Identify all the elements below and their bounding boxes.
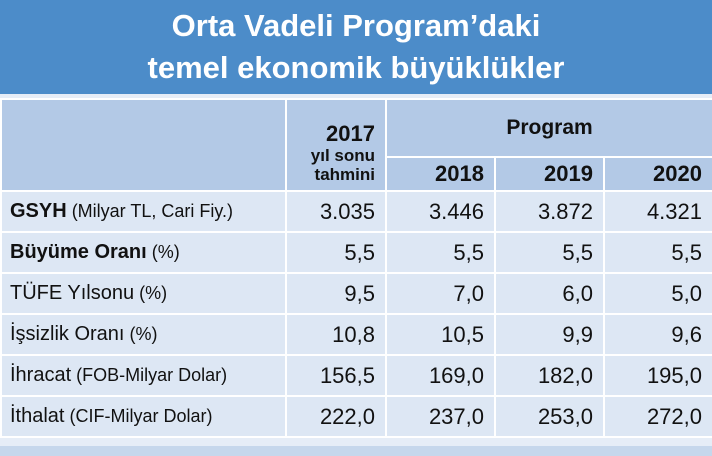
value-cell: 222,0	[285, 395, 387, 438]
table-row: GSYH (Milyar TL, Cari Fiy.) 3.035 3.446 3.8…	[0, 190, 712, 233]
title-bar: Orta Vadeli Program’daki temel ekonomik …	[0, 0, 712, 94]
row-unit: (CIF-Milyar Dolar)	[64, 406, 213, 426]
row-unit: (%)	[146, 242, 180, 262]
table-row: İşsizlik Oranı (%) 10,8 10,5 9,9 9,6	[0, 313, 712, 356]
row-label: İhracat (FOB-Milyar Dolar)	[0, 354, 287, 397]
value-cell: 10,8	[285, 313, 387, 356]
table-row: TÜFE Yılsonu (%) 9,5 7,0 6,0 5,0	[0, 272, 712, 315]
row-name: Büyüme Oranı	[10, 241, 147, 263]
row-label: GSYH (Milyar TL, Cari Fiy.)	[0, 190, 287, 233]
value-cell: 253,0	[494, 395, 605, 438]
row-label: İşsizlik Oranı (%)	[0, 313, 287, 356]
estimate-year: 2017	[326, 121, 375, 146]
row-label: İthalat (CIF-Milyar Dolar)	[0, 395, 287, 438]
year-header-2018: 2018	[385, 156, 496, 192]
value-cell: 9,5	[285, 272, 387, 315]
table-body: GSYH (Milyar TL, Cari Fiy.) 3.035 3.446 3.8…	[0, 190, 712, 438]
header-empty-cell	[0, 98, 287, 192]
year-header-2020: 2020	[603, 156, 712, 192]
title-line-1: Orta Vadeli Program’daki	[171, 8, 541, 43]
row-unit: (FOB-Milyar Dolar)	[71, 365, 228, 385]
row-name: İhracat	[10, 364, 72, 386]
row-unit: (%)	[134, 283, 168, 303]
value-cell: 237,0	[385, 395, 496, 438]
title-line-2: temel ekonomik büyüklükler	[147, 50, 565, 85]
value-cell: 5,5	[285, 231, 387, 274]
value-cell: 272,0	[603, 395, 712, 438]
value-cell: 4.321	[603, 190, 712, 233]
value-cell: 3.035	[285, 190, 387, 233]
value-cell: 10,5	[385, 313, 496, 356]
program-group-header: Program	[385, 98, 712, 158]
value-cell: 9,6	[603, 313, 712, 356]
value-cell: 5,5	[603, 231, 712, 274]
table-row: Büyüme Oranı (%) 5,5 5,5 5,5 5,5	[0, 231, 712, 274]
value-cell: 5,5	[494, 231, 605, 274]
estimate-header: 2017 yıl sonu tahmini	[285, 98, 387, 192]
bottom-band	[0, 446, 712, 456]
estimate-line-2: yıl sonu	[310, 146, 375, 165]
value-cell: 9,9	[494, 313, 605, 356]
row-unit: (%)	[124, 324, 158, 344]
economic-indicators-table: 2017 yıl sonu tahmini Program 2018 2019 …	[0, 98, 712, 438]
value-cell: 7,0	[385, 272, 496, 315]
row-name: İthalat	[10, 405, 65, 427]
value-cell: 3.446	[385, 190, 496, 233]
value-cell: 3.872	[494, 190, 605, 233]
value-cell: 156,5	[285, 354, 387, 397]
value-cell: 5,0	[603, 272, 712, 315]
row-name: İşsizlik Oranı	[10, 323, 125, 345]
estimate-line-3: tahmini	[314, 165, 375, 184]
value-cell: 5,5	[385, 231, 496, 274]
value-cell: 169,0	[385, 354, 496, 397]
row-label: Büyüme Oranı (%)	[0, 231, 287, 274]
value-cell: 182,0	[494, 354, 605, 397]
table-row: İhracat (FOB-Milyar Dolar) 156,5 169,0 182,…	[0, 354, 712, 397]
table-row: İthalat (CIF-Milyar Dolar) 222,0 237,0 253,…	[0, 395, 712, 438]
row-name: TÜFE Yılsonu	[10, 282, 135, 304]
row-unit: (Milyar TL, Cari Fiy.)	[66, 201, 234, 221]
year-header-2019: 2019	[494, 156, 605, 192]
row-name: GSYH	[10, 200, 67, 222]
value-cell: 195,0	[603, 354, 712, 397]
value-cell: 6,0	[494, 272, 605, 315]
row-label: TÜFE Yılsonu (%)	[0, 272, 287, 315]
